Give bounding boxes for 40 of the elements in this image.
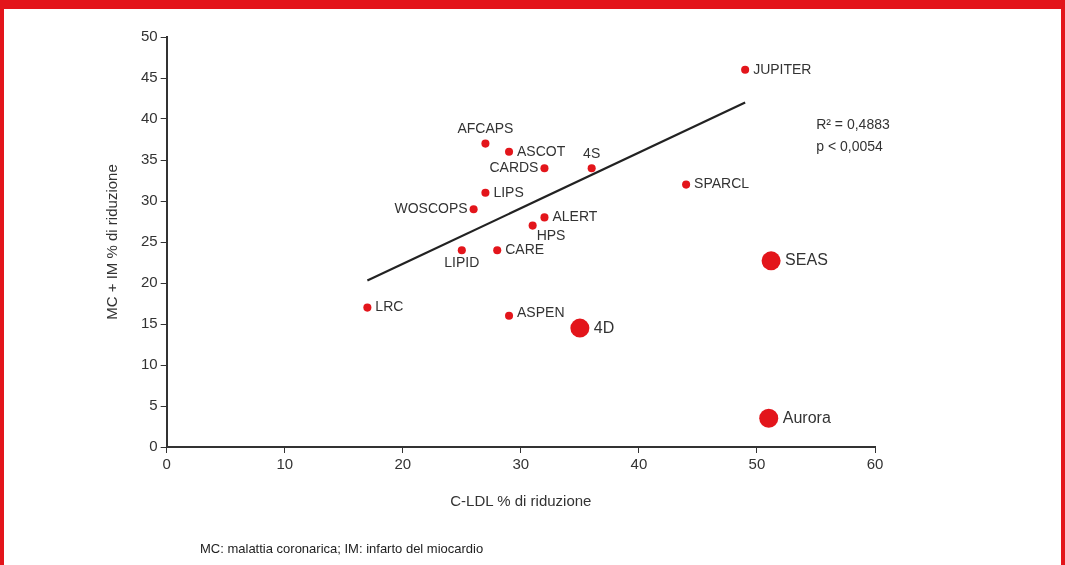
annotation: ASCOT: [517, 142, 566, 159]
annotation: 4S: [583, 145, 601, 162]
annotation: SEAS: [785, 251, 828, 269]
annotation: R² = 0,4883: [816, 115, 890, 132]
annotation: LIPID: [444, 254, 480, 271]
annotation: SPARCL: [694, 175, 750, 192]
annotation: Aurora: [782, 408, 831, 426]
y-tick-label: 45: [141, 68, 158, 86]
annotation: p < 0,0054: [816, 137, 883, 154]
y-tick-label: 50: [141, 27, 158, 45]
y-tick-label: 15: [141, 314, 158, 332]
x-tick-label: 50: [748, 455, 766, 473]
annotation: JUPITER: [753, 60, 812, 77]
annotation: LIPS: [493, 183, 524, 200]
annotation: CARDS: [489, 159, 539, 176]
y-tick-label: 30: [141, 191, 158, 209]
annotation: HPS: [536, 227, 566, 244]
annotation: WOSCOPS: [394, 200, 468, 217]
x-tick-label: 0: [162, 455, 171, 473]
x-tick-label: 40: [630, 455, 648, 473]
annotation: ALERT: [552, 208, 598, 225]
annotation: AFCAPS: [457, 120, 514, 137]
y-tick-label: 5: [149, 396, 158, 414]
x-tick-label: 20: [394, 455, 412, 473]
y-tick-label: 10: [141, 355, 158, 373]
annotation: ASPEN: [517, 303, 565, 320]
x-tick-label: 60: [866, 455, 884, 473]
y-tick-label: 0: [149, 437, 158, 455]
x-axis-title: C-LDL % di riduzione: [450, 492, 592, 510]
annotation: CARE: [505, 241, 545, 258]
annotation: LRC: [375, 298, 404, 315]
y-tick-label: 35: [141, 150, 158, 168]
y-tick-label: 40: [141, 109, 158, 127]
text: MC: malattia coronarica; IM: infarto del miocardio: [200, 541, 484, 556]
y-axis-title: MC + IM % di riduzione: [103, 164, 121, 320]
y-tick-label: 20: [141, 273, 158, 291]
x-tick-label: 10: [276, 455, 294, 473]
annotation: 4D: [593, 318, 615, 336]
x-tick-label: 30: [512, 455, 530, 473]
y-tick-label: 25: [141, 232, 158, 250]
